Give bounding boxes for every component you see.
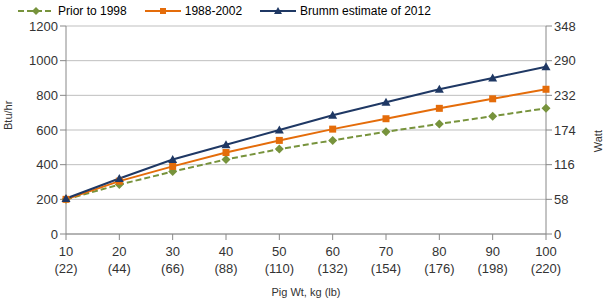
svg-text:800: 800 [36, 88, 58, 103]
svg-text:Watt: Watt [592, 130, 602, 152]
svg-text:Pig Wt, kg (lb): Pig Wt, kg (lb) [271, 286, 340, 298]
svg-text:20(44): 20(44) [108, 244, 131, 276]
svg-text:290: 290 [554, 53, 576, 68]
svg-text:1000: 1000 [29, 53, 58, 68]
svg-text:10(22): 10(22) [54, 244, 77, 276]
svg-text:100(220): 100(220) [531, 244, 561, 276]
svg-text:0: 0 [51, 227, 58, 242]
svg-text:1200: 1200 [29, 19, 58, 34]
svg-text:600: 600 [36, 123, 58, 138]
svg-text:60(132): 60(132) [317, 244, 347, 276]
svg-text:400: 400 [36, 157, 58, 172]
svg-text:40(88): 40(88) [214, 244, 237, 276]
svg-text:Btu/hr: Btu/hr [8, 100, 14, 130]
svg-text:348: 348 [554, 19, 576, 34]
svg-text:174: 174 [554, 123, 576, 138]
svg-text:30(66): 30(66) [161, 244, 184, 276]
svg-text:0: 0 [554, 227, 561, 242]
svg-text:232: 232 [554, 88, 576, 103]
svg-text:80(176): 80(176) [424, 244, 454, 276]
html-text:Prior to 1998: Prior to 1998 [58, 4, 127, 18]
svg-text:116: 116 [554, 157, 575, 172]
svg-text:90(198): 90(198) [477, 244, 507, 276]
html-text:1988-2002: 1988-2002 [184, 4, 243, 18]
svg-text:70(154): 70(154) [371, 244, 401, 276]
html-text:Brumm estimate of 2012: Brumm estimate of 2012 [300, 4, 431, 18]
svg-text:50(110): 50(110) [265, 244, 294, 276]
svg-text:200: 200 [36, 192, 58, 207]
svg-text:58: 58 [554, 192, 568, 207]
